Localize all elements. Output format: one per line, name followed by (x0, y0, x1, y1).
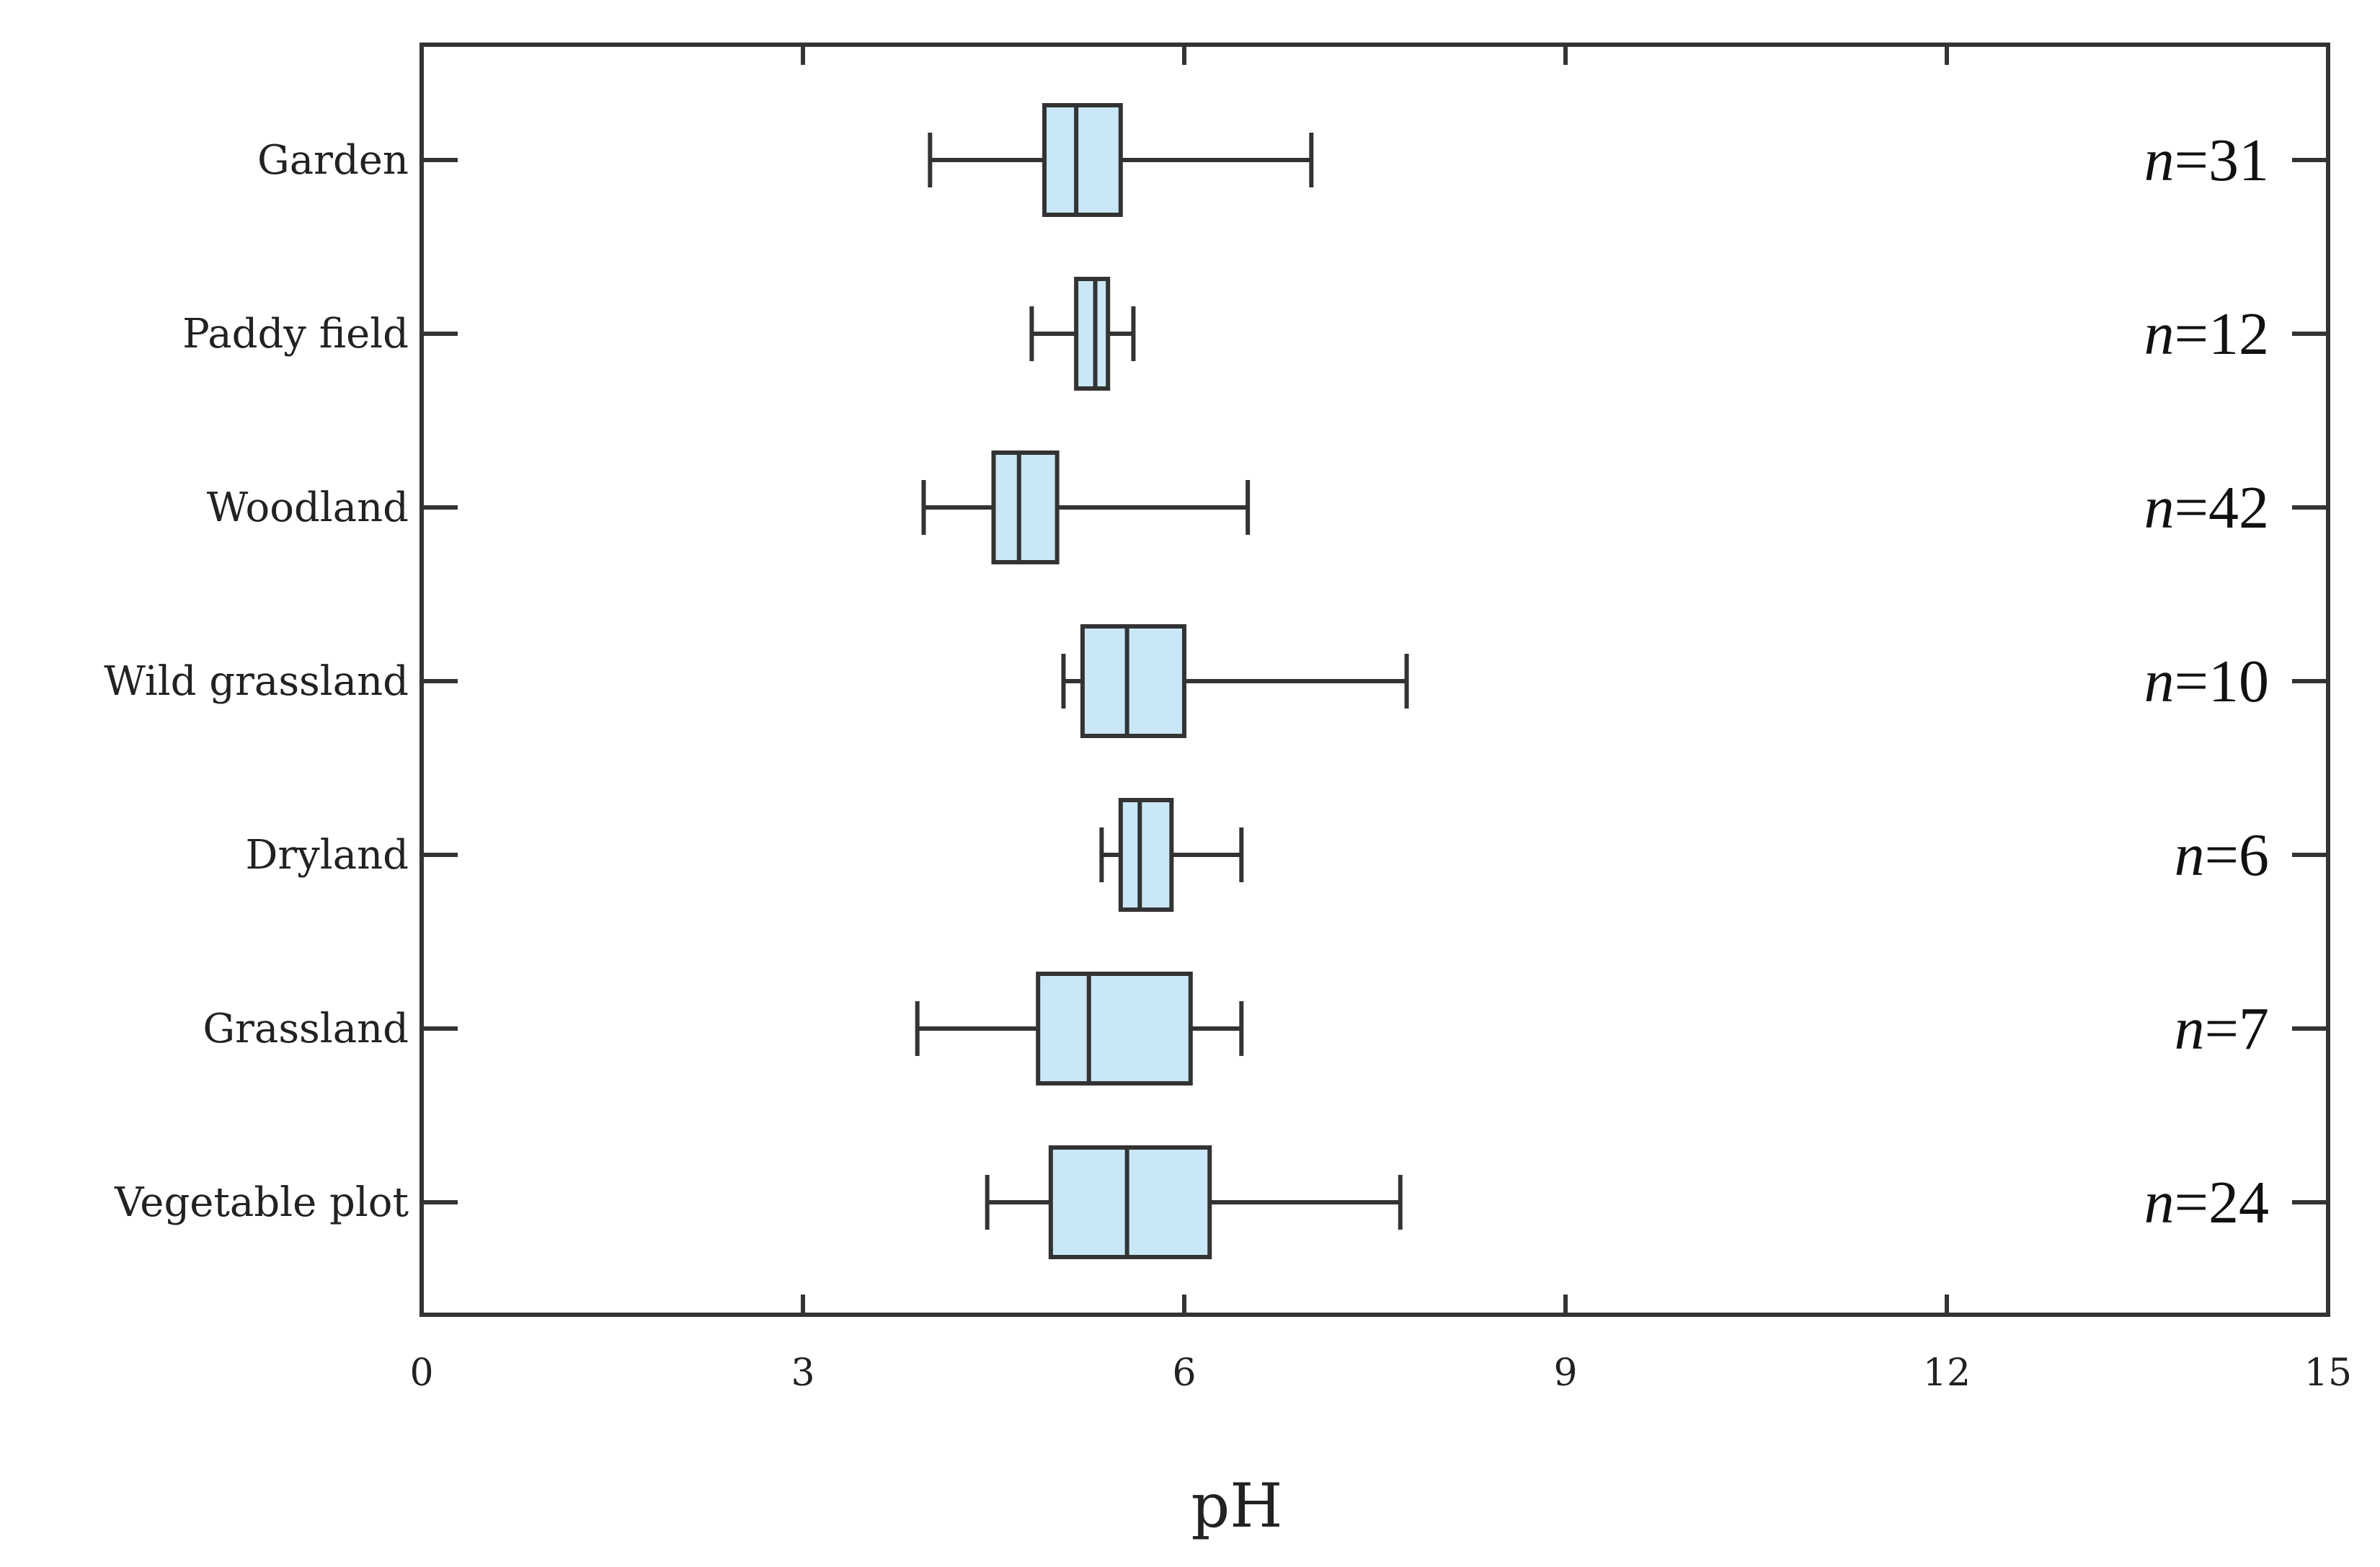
box-vegetable-plot (985, 1145, 1403, 1259)
boxes (915, 103, 1409, 1259)
category-label: Vegetable plot (114, 1179, 409, 1226)
x-tick-label: 0 (409, 1351, 433, 1395)
x-tick-label: 3 (791, 1351, 814, 1395)
x-axis-title: pH (1191, 1470, 1282, 1541)
iqr-box (1080, 624, 1187, 738)
n-label: n=7 (2175, 995, 2269, 1062)
box-paddy-field (1029, 277, 1136, 391)
iqr-box (1118, 798, 1174, 912)
n-label: n=12 (2144, 301, 2269, 368)
box-dryland (1099, 798, 1244, 912)
box-woodland (921, 450, 1251, 564)
category-label: Wild grassland (104, 658, 409, 705)
category-label: Dryland (245, 832, 409, 879)
box-garden (928, 103, 1314, 217)
iqr-box (991, 450, 1060, 564)
iqr-box (1074, 277, 1111, 391)
category-label: Paddy field (182, 311, 409, 358)
x-tick-label: 6 (1172, 1351, 1196, 1395)
x-tick-label: 12 (1923, 1351, 1971, 1395)
n-label: n=6 (2175, 822, 2269, 889)
n-label: n=24 (2144, 1169, 2269, 1236)
x-tick-label: 9 (1553, 1351, 1577, 1395)
category-label: Woodland (207, 484, 409, 531)
category-ticks (422, 158, 2328, 1204)
x-tick-label: 15 (2304, 1351, 2352, 1395)
iqr-box (1036, 972, 1193, 1086)
iqr-box (1042, 103, 1123, 217)
category-label: Grassland (203, 1006, 409, 1052)
category-label: Garden (257, 137, 409, 184)
n-label: n=42 (2144, 474, 2269, 541)
box-grassland (915, 972, 1244, 1086)
x-axis-ticks: 0 3 6 9 12 15 (409, 45, 2352, 1395)
sample-size-labels: n=31 n=12 n=42 n=10 n=6 n=7 n=24 (2144, 127, 2269, 1236)
n-label: n=10 (2144, 648, 2269, 715)
category-labels: Garden Paddy field Woodland Wild grassland D… (104, 137, 409, 1226)
iqr-box (1048, 1145, 1212, 1259)
n-label: n=31 (2144, 127, 2269, 194)
box-wild-grassland (1061, 624, 1409, 738)
